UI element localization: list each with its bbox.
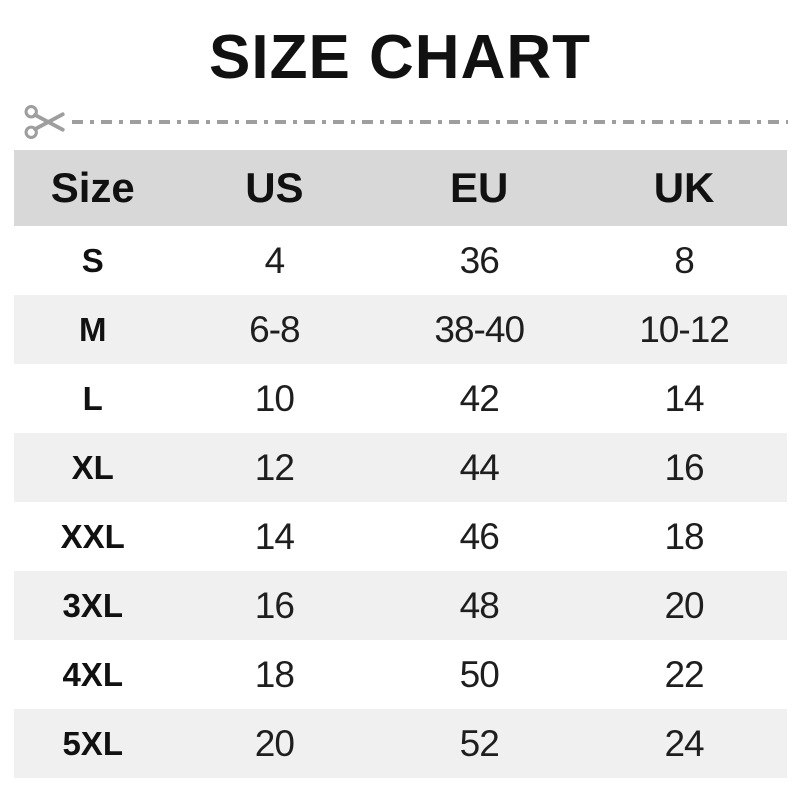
table-header-row: Size US EU UK xyxy=(13,150,787,226)
eu-value: 36 xyxy=(459,239,500,281)
table-row: 5XL 20 52 24 xyxy=(13,709,787,778)
table-body: S 4 36 8 M 6-8 38-40 10-12 L 10 42 14 XL… xyxy=(13,226,787,778)
uk-value: 20 xyxy=(664,584,704,626)
uk-value: 10-12 xyxy=(639,308,730,350)
eu-value: 50 xyxy=(459,653,500,695)
size-label: L xyxy=(82,379,103,417)
size-label: XL xyxy=(71,448,114,486)
us-value: 20 xyxy=(254,722,295,764)
size-label: XXL xyxy=(60,517,125,555)
eu-value: 38-40 xyxy=(434,308,525,350)
table-row: M 6-8 38-40 10-12 xyxy=(13,295,787,364)
table-row: S 4 36 8 xyxy=(14,226,787,295)
size-label: 5XL xyxy=(62,724,123,762)
size-label: M xyxy=(78,310,107,348)
header-eu: EU xyxy=(450,164,509,211)
table-row: XL 12 44 16 xyxy=(13,433,787,502)
table-row: 4XL 18 50 22 xyxy=(14,640,787,709)
size-label: 4XL xyxy=(62,655,123,693)
table-row: XXL 14 46 18 xyxy=(14,502,787,571)
us-value: 4 xyxy=(264,239,286,281)
uk-value: 16 xyxy=(664,446,704,488)
us-value: 14 xyxy=(254,515,295,557)
dash-dot-cut-line xyxy=(72,120,788,124)
eu-value: 42 xyxy=(459,377,500,419)
eu-value: 52 xyxy=(459,722,500,764)
uk-value: 18 xyxy=(664,515,704,557)
size-label: S xyxy=(81,241,104,279)
eu-value: 44 xyxy=(459,446,500,488)
eu-value: 46 xyxy=(459,515,500,557)
table-row: 3XL 16 48 20 xyxy=(13,571,787,640)
uk-value: 22 xyxy=(664,653,704,695)
us-value: 10 xyxy=(254,377,295,419)
table-row: L 10 42 14 xyxy=(14,364,787,433)
uk-value: 8 xyxy=(674,239,695,281)
uk-value: 14 xyxy=(664,377,704,419)
header-uk: UK xyxy=(653,164,715,211)
cut-divider xyxy=(24,102,788,142)
page-title: SIZE CHART xyxy=(209,23,591,92)
us-value: 16 xyxy=(254,584,295,626)
size-label: 3XL xyxy=(62,586,123,624)
us-value: 18 xyxy=(254,653,295,695)
scissors-icon xyxy=(24,105,65,139)
header-us: US xyxy=(245,164,304,211)
size-table: Size US EU UK S 4 36 8 M 6-8 38-40 10-12… xyxy=(13,150,787,778)
us-value: 6-8 xyxy=(249,308,300,350)
us-value: 12 xyxy=(254,446,295,488)
header-size: Size xyxy=(50,164,135,211)
uk-value: 24 xyxy=(664,722,704,764)
eu-value: 48 xyxy=(459,584,500,626)
